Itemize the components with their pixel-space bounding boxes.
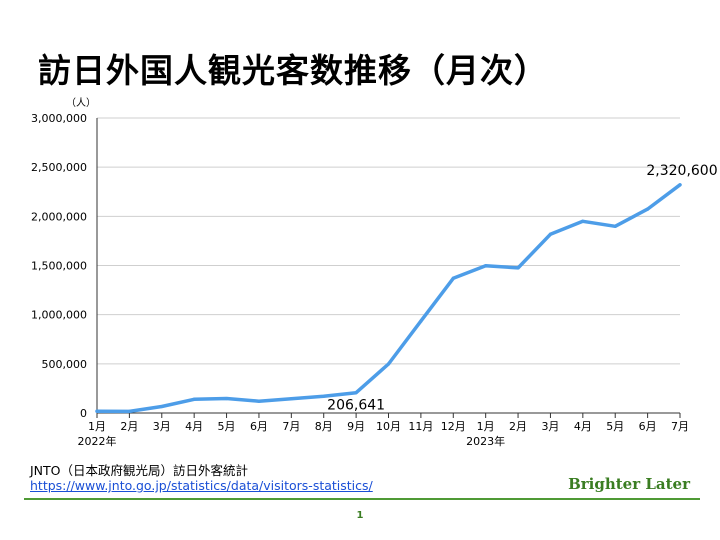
y-tick-label: 0 — [80, 407, 87, 420]
x-tick-label: 9月 — [347, 420, 365, 433]
x-tick-label: 2月 — [120, 420, 138, 433]
y-tick-label: 500,000 — [42, 358, 88, 371]
y-tick-label: 2,000,000 — [31, 210, 87, 223]
x-axis: 1月 2月 3月 4月 5月 6月 7月 8月 9月 10月 11月 12月 1月 2月 3月 4月 5月 6月 7… — [78, 412, 689, 448]
x-tick-label: 4月 — [185, 420, 203, 433]
y-tick-label: 3,000,000 — [31, 112, 87, 125]
data-point — [127, 409, 131, 413]
data-point — [451, 276, 455, 280]
x-tick-label: 4月 — [574, 420, 592, 433]
source-link[interactable]: https://www.jnto.go.jp/statistics/data/v… — [30, 478, 373, 493]
year-label: 2023年 — [466, 434, 505, 448]
data-point — [289, 397, 293, 401]
y-tick-label: 1,000,000 — [31, 309, 87, 322]
y-tick-label: 2,500,000 — [31, 161, 87, 174]
x-tick-label: 3月 — [153, 420, 171, 433]
data-point — [548, 232, 553, 236]
data-point — [192, 397, 196, 401]
line-chart: 0 500,000 1,000,000 1,500,000 2,000,000 2,500… — [31, 97, 718, 448]
x-tick-label: 2月 — [509, 420, 527, 433]
chart-grid — [97, 117, 680, 365]
data-point — [581, 219, 585, 223]
data-label: 2,320,600 — [646, 163, 717, 179]
year-label: 2022年 — [78, 434, 117, 448]
x-tick-label: 6月 — [639, 420, 657, 433]
series-line — [95, 183, 682, 414]
annotations: 206,641 2,320,600 — [327, 163, 717, 414]
y-axis-label: （人） — [66, 97, 96, 109]
data-points — [95, 183, 682, 413]
x-tick-label: 12月 — [441, 420, 466, 433]
data-point — [516, 266, 520, 270]
x-tick-label: 1月 — [88, 420, 106, 433]
data-point — [257, 399, 261, 403]
x-tick-label: 5月 — [606, 420, 624, 433]
x-tick-label: 7月 — [282, 420, 300, 433]
x-tick-label: 10月 — [376, 420, 401, 433]
page-number: 1 — [356, 510, 364, 521]
data-point — [95, 409, 99, 413]
x-tick-label: 1月 — [477, 420, 495, 433]
data-point — [646, 207, 650, 211]
x-tick-label: 6月 — [250, 420, 268, 433]
data-point — [386, 362, 391, 366]
brand-logo: Brighter Later — [568, 475, 690, 493]
data-label: 206,641 — [327, 398, 385, 414]
x-tick-label: 3月 — [541, 420, 559, 433]
data-point — [484, 264, 488, 268]
data-point — [613, 224, 617, 228]
data-point — [354, 391, 358, 395]
y-tick-label: 1,500,000 — [31, 260, 87, 273]
data-point — [322, 394, 326, 398]
data-point — [678, 183, 682, 187]
x-tick-label: 5月 — [218, 420, 236, 433]
data-point — [160, 404, 164, 409]
data-point — [224, 396, 229, 401]
data-point — [419, 319, 423, 323]
y-axis: 0 500,000 1,000,000 1,500,000 2,000,000 2,500… — [31, 112, 98, 420]
x-tick-label: 11月 — [408, 420, 433, 433]
page-title: 訪日外国人観光客数推移（月次） — [38, 51, 548, 90]
footer-rule — [24, 498, 700, 500]
source-label: JNTO（日本政府観光局）訪日外客統計 — [30, 463, 249, 478]
x-tick-label: 7月 — [671, 420, 689, 433]
x-tick-label: 8月 — [315, 420, 333, 433]
